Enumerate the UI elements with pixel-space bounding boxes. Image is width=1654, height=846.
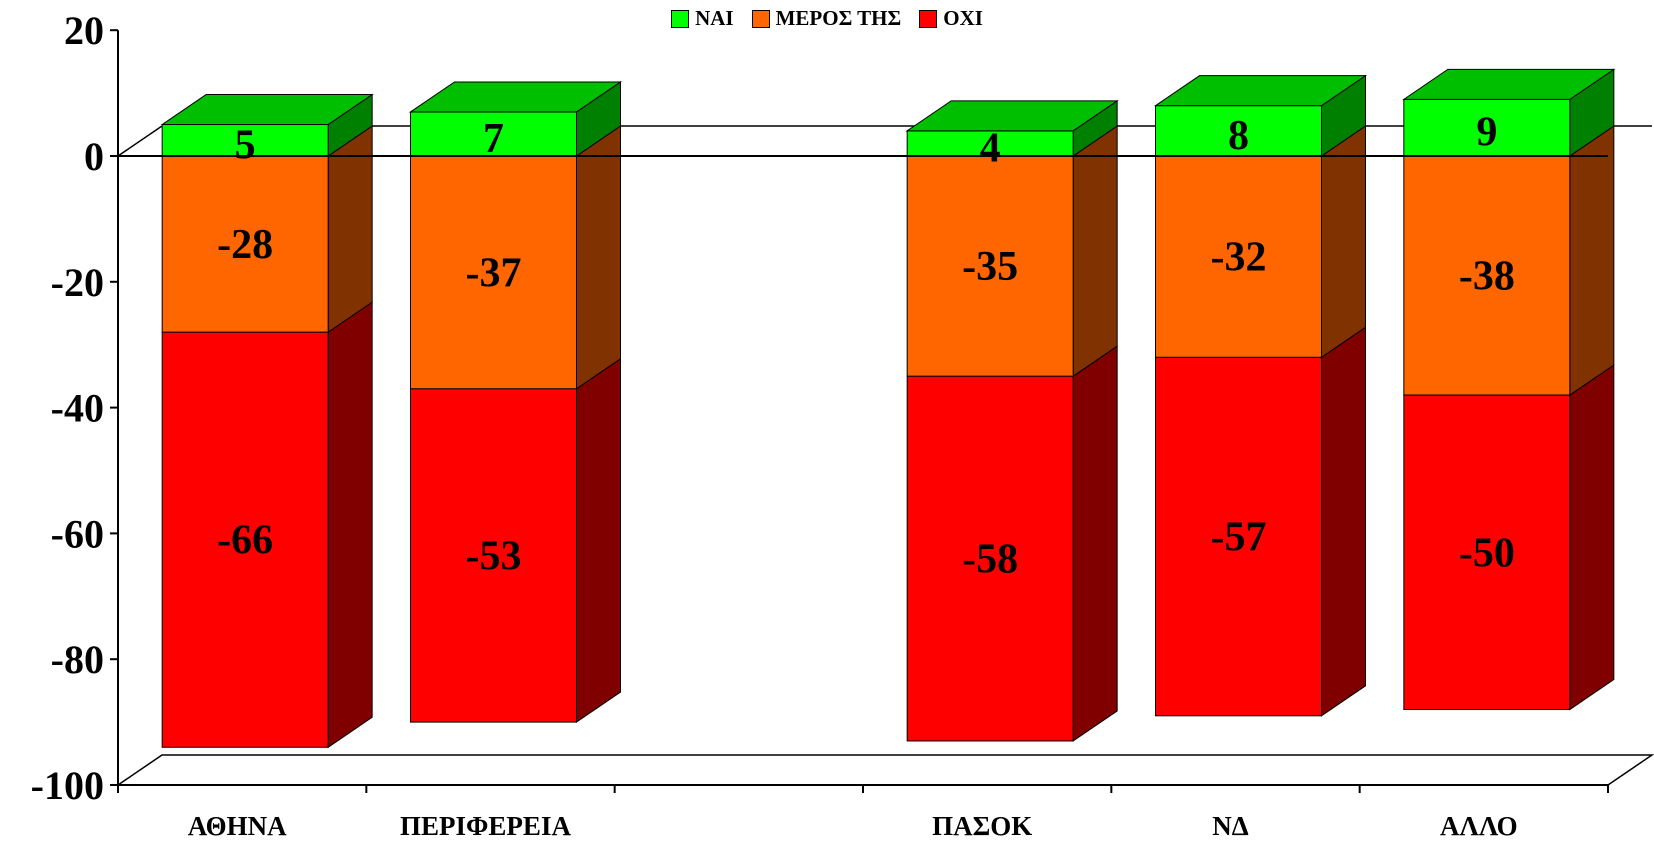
y-tick-label: 20 bbox=[64, 8, 104, 53]
data-label-nai: 4 bbox=[980, 125, 1001, 171]
bar-segment-oxi bbox=[1403, 394, 1571, 711]
legend-item-nai: ΝΑΙ bbox=[671, 6, 734, 31]
data-label-meros: -28 bbox=[217, 222, 273, 268]
legend-swatch-meros bbox=[751, 9, 770, 28]
x-category-label: ΠΑΣΟΚ bbox=[932, 811, 1032, 841]
x-category-label: ΝΔ bbox=[1212, 811, 1248, 841]
bar-segment-meros bbox=[906, 155, 1074, 377]
bar-top-nai bbox=[160, 94, 374, 126]
data-label-oxi: -58 bbox=[962, 537, 1018, 583]
bar-side-meros bbox=[1072, 125, 1118, 378]
bar-segment-meros bbox=[410, 155, 577, 390]
legend-swatch-oxi bbox=[919, 9, 938, 28]
bar-side-oxi bbox=[576, 357, 621, 724]
bar-top-nai bbox=[905, 100, 1119, 132]
data-label-oxi: -53 bbox=[466, 533, 522, 579]
bar-segment-oxi bbox=[410, 388, 577, 723]
bar-segment-oxi bbox=[906, 375, 1074, 742]
data-label-oxi: -66 bbox=[217, 518, 273, 564]
legend-item-meros: ΜΕΡΟΣ ΤΗΣ bbox=[751, 6, 902, 31]
bar-top-nai bbox=[408, 81, 623, 113]
bar-side-oxi bbox=[1072, 345, 1118, 742]
bar-segment-meros bbox=[1155, 155, 1322, 358]
x-category-label: ΑΛΛΟ bbox=[1440, 811, 1518, 841]
legend-label-nai: ΝΑΙ bbox=[695, 6, 734, 30]
data-label-nai: 7 bbox=[483, 116, 504, 162]
bar-segment-nai bbox=[1155, 105, 1322, 157]
y-tick-label: -100 bbox=[31, 763, 104, 808]
legend-label-oxi: ΟΧΙ bbox=[943, 6, 983, 30]
chart-floor bbox=[115, 754, 1654, 786]
legend: ΝΑΙ ΜΕΡΟΣ ΤΗΣ ΟΧΙ bbox=[0, 6, 1654, 31]
data-label-nai: 8 bbox=[1228, 113, 1249, 159]
bar-segment-meros bbox=[1403, 155, 1571, 396]
bar-side-oxi bbox=[327, 301, 373, 749]
y-tick-label: -80 bbox=[51, 637, 104, 682]
bar-segment-meros bbox=[161, 155, 329, 333]
bar-segment-nai bbox=[906, 130, 1074, 157]
bar-side-meros bbox=[576, 125, 621, 390]
y-tick-label: 0 bbox=[84, 134, 104, 179]
bar-segment-oxi bbox=[1155, 356, 1322, 717]
data-label-oxi: -57 bbox=[1211, 515, 1267, 561]
data-label-meros: -38 bbox=[1459, 254, 1515, 300]
data-label-meros: -37 bbox=[466, 250, 522, 296]
data-label-nai: 9 bbox=[1476, 110, 1497, 156]
legend-item-oxi: ΟΧΙ bbox=[919, 6, 983, 31]
x-category-label: ΠΕΡΙΦΕΡΕΙΑ bbox=[400, 811, 571, 841]
bar-side-meros bbox=[1321, 125, 1366, 359]
bar-side-oxi bbox=[1569, 364, 1615, 711]
x-category-label: ΑΘΗΝΑ bbox=[188, 811, 287, 841]
data-label-nai: 5 bbox=[235, 122, 256, 168]
y-tick-label: -60 bbox=[51, 511, 104, 556]
data-label-oxi: -50 bbox=[1459, 530, 1515, 576]
legend-label-meros: ΜΕΡΟΣ ΤΗΣ bbox=[775, 6, 902, 30]
bar-top-nai bbox=[1153, 75, 1368, 107]
bar-side-oxi bbox=[1321, 326, 1366, 717]
data-label-meros: -35 bbox=[962, 244, 1018, 290]
legend-swatch-nai bbox=[671, 9, 690, 28]
bar-top-nai bbox=[1402, 68, 1616, 100]
bar-side-meros bbox=[1569, 125, 1615, 396]
data-label-meros: -32 bbox=[1211, 235, 1267, 281]
y-tick-label: -20 bbox=[51, 260, 104, 305]
bar-segment-nai bbox=[1403, 98, 1571, 157]
zero-line-depth bbox=[117, 125, 163, 157]
y-tick-label: -40 bbox=[51, 386, 104, 431]
